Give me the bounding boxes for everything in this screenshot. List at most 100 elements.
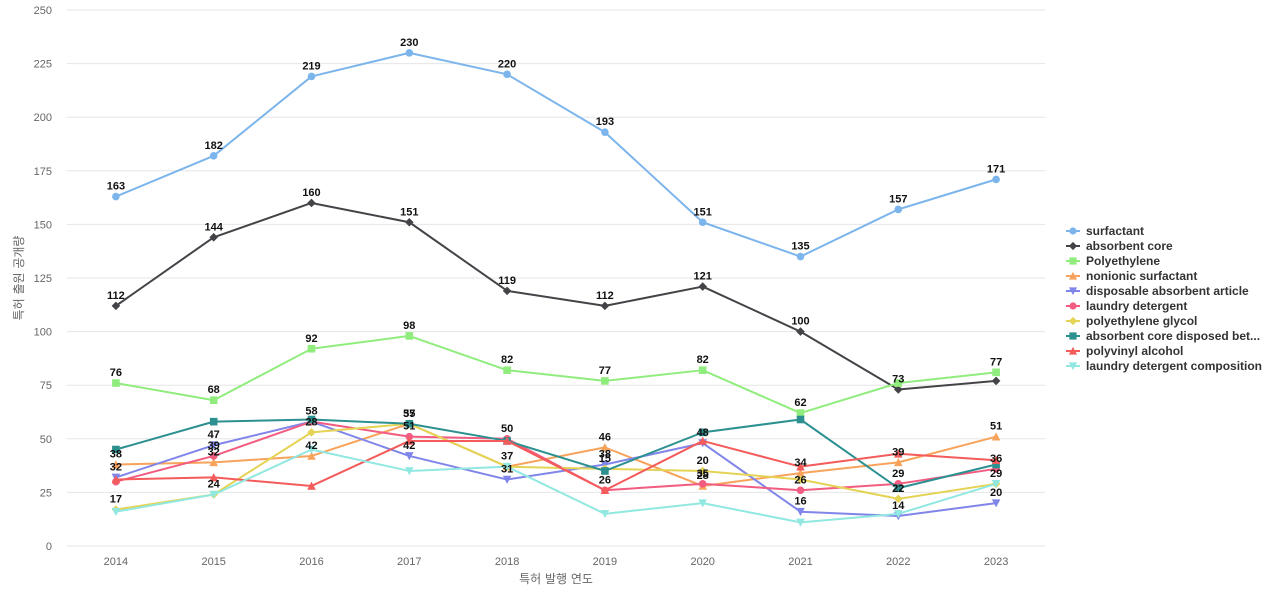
data-label: 68 [208,384,220,396]
data-point [209,151,218,160]
data-point [1068,241,1078,251]
data-label: 73 [892,373,904,385]
data-label: 39 [208,440,220,452]
data-label: 31 [501,464,513,476]
data-point [991,455,1001,465]
data-point [209,473,218,482]
data-point [307,445,316,454]
x-tick-label: 2020 [690,556,714,568]
legend-item[interactable]: absorbent core [1066,239,1173,253]
legend-item[interactable]: polyvinyl alcohol [1066,344,1183,358]
data-point [405,217,414,227]
x-tick-label: 2021 [788,556,812,568]
data-label: 182 [205,140,223,152]
data-label: 51 [403,421,415,433]
data-label: 14 [892,500,905,512]
y-axis-ticks: 0 25 50 75 100 125 150 175 200 225 250 [34,5,52,553]
data-point [698,282,707,291]
data-label: 34 [794,457,807,469]
series-0 [112,49,1000,261]
series-line [115,448,997,524]
data-point [112,192,120,201]
data-point [1069,227,1077,235]
y-tick-label: 150 [34,219,52,231]
data-point [796,415,805,424]
x-axis-title: 특허 발행 연도 [519,571,593,586]
data-label: 36 [990,453,1002,465]
legend-label: Polyethylene [1086,254,1160,268]
legend-item[interactable]: absorbent core disposed bet... [1066,329,1260,343]
legend-item[interactable]: surfactant [1066,224,1144,238]
data-point [405,452,414,461]
data-label: 35 [697,468,709,480]
series-4 [111,417,1001,521]
data-point [894,385,903,394]
data-label: 100 [791,316,809,328]
legend-item[interactable]: Polyethylene [1066,254,1160,268]
data-point [991,499,1001,508]
series-8 [111,436,1001,495]
data-point [307,72,316,81]
legend-item[interactable]: laundry detergent [1066,299,1187,313]
data-point [600,301,610,311]
data-point [1069,257,1077,265]
legend-label: laundry detergent composition [1086,359,1262,373]
data-point [698,366,707,374]
data-label: 24 [208,479,221,491]
legend-item[interactable]: laundry detergent composition [1066,359,1262,373]
x-tick-label: 2019 [593,556,617,568]
legend-label: disposable absorbent article [1086,284,1249,298]
data-point [796,468,805,477]
data-point [600,485,610,495]
legend-item[interactable]: disposable absorbent article [1066,284,1249,298]
data-label: 29 [892,468,904,480]
data-point [209,458,218,467]
data-point [601,467,609,475]
data-point [502,286,512,296]
data-label: 20 [697,455,709,467]
legend-item[interactable]: polyethylene glycol [1066,314,1197,328]
data-point [502,462,512,471]
data-point [112,379,120,387]
data-label: 42 [305,440,317,452]
data-point [111,507,121,516]
data-point [894,458,903,467]
data-point [991,376,1001,386]
data-label: 144 [205,221,224,233]
data-label: 28 [697,470,709,482]
data-label: 26 [794,474,806,486]
data-label: 15 [599,453,611,465]
x-tick-label: 2023 [984,556,1008,568]
data-label: 163 [107,181,125,193]
data-point [503,366,511,374]
data-point [405,467,414,476]
data-label: 29 [990,468,1002,480]
data-label: 157 [889,193,907,205]
data-label: 220 [498,58,516,70]
data-point [111,475,121,484]
legend-item[interactable]: nonionic surfactant [1066,269,1197,283]
data-label: 230 [400,37,418,49]
data-point [992,368,1000,377]
data-label: 35 [403,408,415,420]
data-point [894,205,903,214]
data-point [698,499,707,508]
data-label: 48 [697,427,709,439]
data-label: 151 [694,206,712,218]
data-point [209,232,218,242]
data-point [502,475,512,484]
legend-label: absorbent core [1086,239,1173,253]
data-point [1068,287,1078,296]
data-label: 98 [403,320,415,332]
data-point [894,379,903,387]
series-line [115,334,997,415]
data-point [503,70,511,79]
data-label: 26 [599,474,611,486]
data-label: 135 [791,241,809,253]
data-point [600,510,610,519]
data-point [1068,362,1078,371]
data-label: 160 [302,187,320,199]
data-point [111,460,121,469]
